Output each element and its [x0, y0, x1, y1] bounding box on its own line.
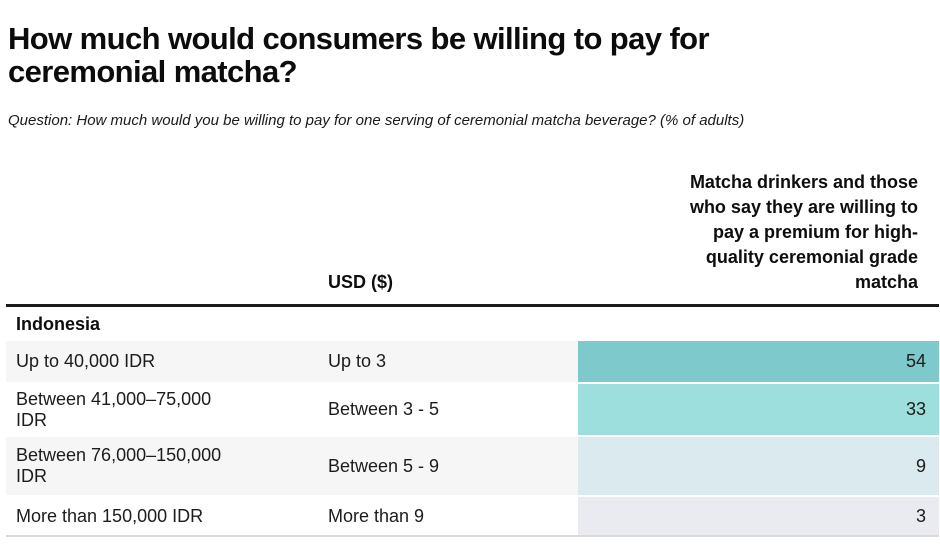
value-cell: 54: [578, 341, 939, 382]
question-subtitle: Question: How much would you be willing …: [8, 112, 745, 129]
table-header-row: USD ($) Matcha drinkers and those who sa…: [6, 170, 939, 307]
idr-range-text: More than 150,000 IDR: [16, 505, 204, 526]
usd-range-cell: Up to 3: [328, 351, 387, 371]
section-label: Indonesia: [16, 313, 101, 334]
value-cell: 3: [578, 497, 939, 535]
idr-range-text: Between 76,000–150,000 IDR: [16, 445, 222, 486]
table-row: Up to 40,000 IDR Up to 3 54: [6, 341, 939, 384]
table-row: Between 76,000–150,000 IDR Between 5 - 9…: [6, 437, 939, 497]
usd-range-cell: Between 3 - 5: [328, 399, 440, 419]
willingness-to-pay-table: USD ($) Matcha drinkers and those who sa…: [6, 170, 939, 537]
section-row-indonesia: Indonesia: [6, 307, 939, 341]
idr-range-cell: Between 41,000–75,000 IDR: [6, 389, 328, 431]
usd-column-header: USD ($): [328, 272, 394, 292]
value-cell: 9: [578, 437, 939, 495]
value-column-header-text: Matcha drinkers and those who say they a…: [689, 172, 918, 292]
idr-range-cell: More than 150,000 IDR: [6, 506, 328, 527]
idr-range-text: Between 41,000–75,000 IDR: [16, 388, 212, 430]
idr-range-text: Up to 40,000 IDR: [16, 351, 156, 371]
value-cell: 33: [578, 384, 939, 435]
usd-range-cell: More than 9: [328, 505, 425, 526]
usd-range-cell: Between 5 - 9: [328, 455, 440, 476]
table-row: More than 150,000 IDR More than 9 3: [6, 497, 939, 535]
table-row: Between 41,000–75,000 IDR Between 3 - 5 …: [6, 384, 939, 437]
value-column-header: Matcha drinkers and those who say they a…: [578, 170, 939, 295]
idr-range-cell: Up to 40,000 IDR: [6, 351, 328, 372]
idr-range-cell: Between 76,000–150,000 IDR: [6, 445, 328, 487]
page-title: How much would consumers be willing to p…: [8, 21, 710, 89]
